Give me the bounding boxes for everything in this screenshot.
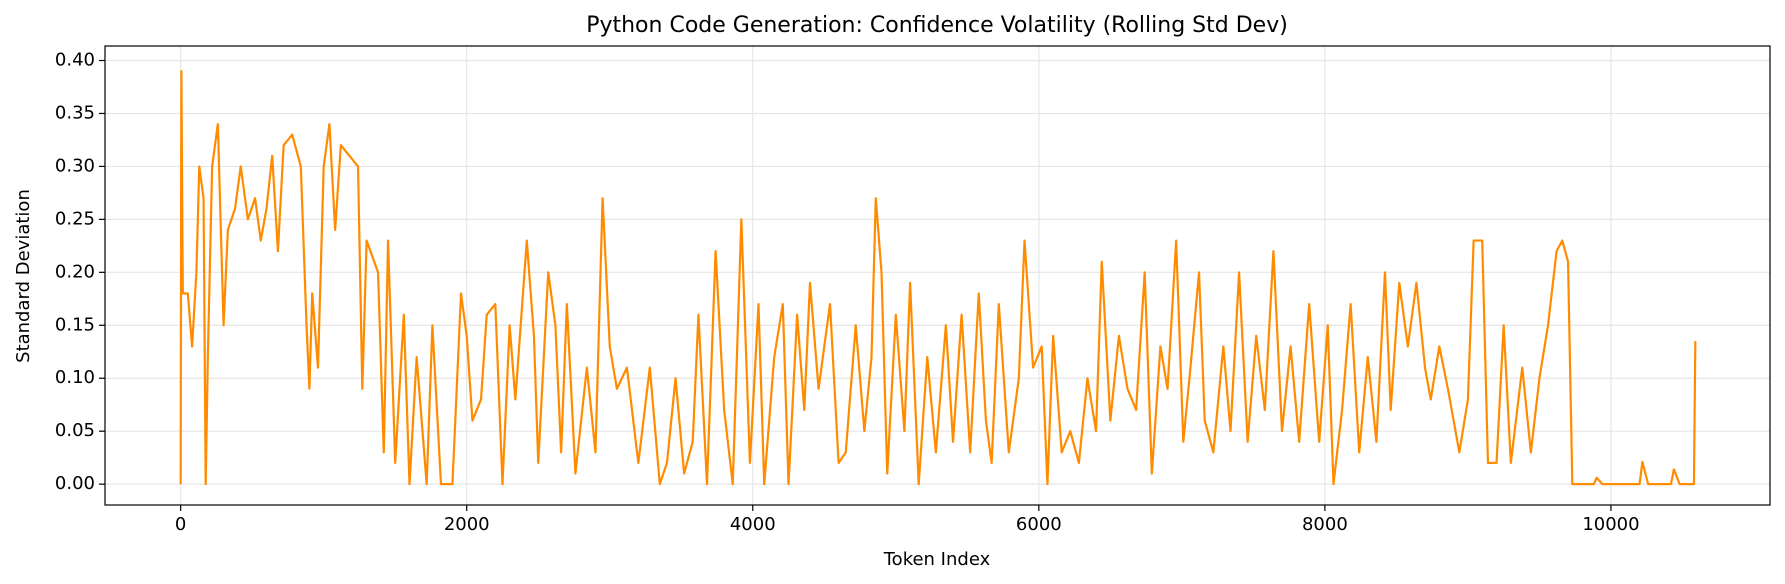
y-tick-label: 0.40 — [55, 50, 95, 71]
y-tick-label: 0.30 — [55, 155, 95, 176]
x-axis-label: Token Index — [883, 549, 991, 570]
x-tick-label: 0 — [175, 514, 186, 535]
x-tick-label: 6000 — [1016, 514, 1062, 535]
y-axis-label: Standard Deviation — [13, 189, 34, 363]
y-tick-label: 0.10 — [55, 367, 95, 388]
x-tick-label: 8000 — [1302, 514, 1348, 535]
y-tick-label: 0.20 — [55, 261, 95, 282]
data-line — [179, 70, 1697, 486]
y-tick-label: 0.15 — [55, 314, 95, 335]
y-tick-label: 0.35 — [55, 102, 95, 123]
x-tick-label: 2000 — [444, 514, 490, 535]
y-tick-label: 0.05 — [55, 420, 95, 441]
x-tick-label: 4000 — [730, 514, 776, 535]
plot-frame — [104, 45, 1771, 506]
x-tick-label: 10000 — [1582, 514, 1639, 535]
y-tick-label: 0.25 — [55, 208, 95, 229]
chart-title: Python Code Generation: Confidence Volat… — [586, 13, 1288, 38]
y-tick-label: 0.00 — [55, 473, 95, 494]
